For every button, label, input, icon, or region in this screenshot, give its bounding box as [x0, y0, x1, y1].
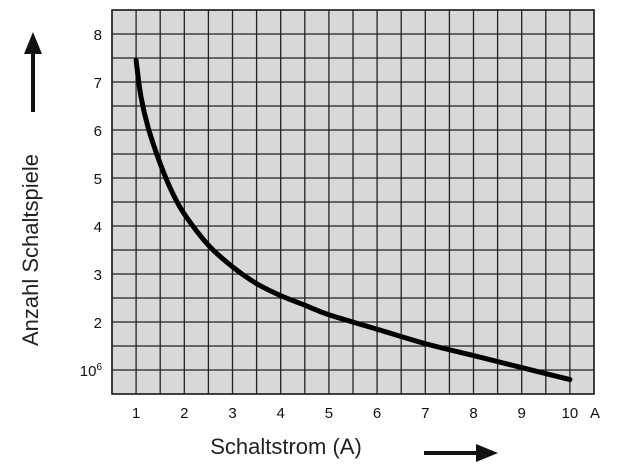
y-tick-label: 4 — [94, 219, 102, 236]
x-tick-label: 7 — [421, 405, 429, 422]
y-tick-label: 2 — [94, 315, 102, 332]
x-axis-arrow-icon — [424, 444, 498, 462]
y-tick-labels: 106 2 3 4 5 6 7 8 — [80, 27, 103, 380]
x-tick-label: 5 — [325, 405, 333, 422]
y-tick-label: 106 — [80, 362, 103, 380]
y-axis-arrow-icon — [24, 32, 42, 112]
x-tick-label: 6 — [373, 405, 381, 422]
grid — [111, 9, 595, 395]
x-tick-labels: 1 2 3 4 5 6 7 8 9 10 — [132, 405, 578, 422]
plot-frame — [111, 9, 595, 395]
series-line — [133, 57, 573, 383]
x-tick-label: 4 — [277, 405, 285, 422]
y-tick-label: 6 — [94, 123, 102, 140]
x-tick-label: 2 — [180, 405, 188, 422]
x-axis-unit: A — [590, 405, 600, 422]
x-tick-label: 10 — [562, 405, 579, 422]
y-tick-label: 3 — [94, 267, 102, 284]
x-tick-label: 3 — [228, 405, 236, 422]
x-tick-label: 8 — [469, 405, 477, 422]
x-tick-label: 1 — [132, 405, 140, 422]
y-tick-label: 7 — [94, 75, 102, 92]
y-axis-title: Anzahl Schaltspiele — [18, 154, 43, 346]
x-tick-label: 9 — [518, 405, 526, 422]
y-tick-label: 8 — [94, 27, 102, 44]
x-axis-title: Schaltstrom (A) — [210, 434, 362, 459]
y-tick-label: 5 — [94, 171, 102, 188]
